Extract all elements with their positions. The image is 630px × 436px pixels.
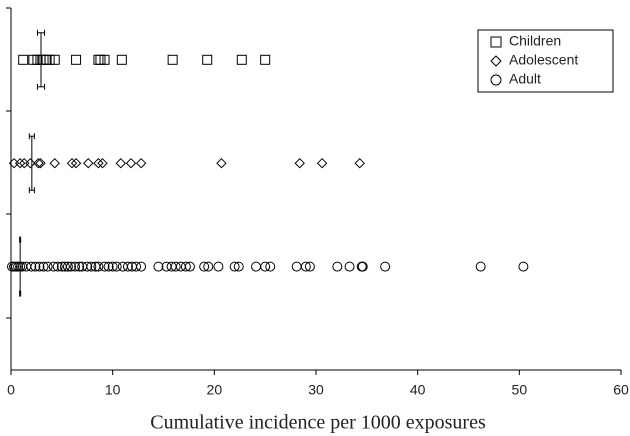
point: [167, 54, 178, 65]
point: [213, 261, 224, 272]
point: [117, 261, 128, 272]
point: [34, 261, 45, 272]
point: [25, 157, 36, 169]
point: [65, 261, 76, 272]
point: [125, 157, 137, 169]
point: [99, 54, 110, 65]
point: [332, 261, 343, 272]
point: [344, 261, 355, 272]
x-tick-label: 50: [512, 382, 528, 398]
point: [251, 261, 262, 272]
point: [38, 261, 49, 272]
point: [354, 157, 365, 169]
point: [33, 157, 44, 169]
point: [202, 54, 213, 65]
point: [97, 157, 108, 169]
point: [111, 261, 122, 272]
point: [135, 157, 147, 169]
point: [304, 261, 315, 272]
point: [103, 261, 114, 272]
point: [115, 157, 127, 169]
x-tick-label: 30: [308, 382, 324, 398]
legend-label: Children: [509, 33, 561, 49]
x-tick-label: 20: [207, 382, 223, 398]
point: [265, 261, 276, 272]
point: [316, 157, 328, 169]
point: [82, 261, 93, 272]
point: [199, 261, 210, 272]
point: [175, 261, 186, 272]
point: [26, 261, 37, 272]
point: [59, 261, 70, 272]
point: [229, 261, 240, 272]
point: [38, 54, 49, 65]
point: [49, 157, 60, 169]
point: [44, 54, 55, 65]
legend-marker: [490, 36, 502, 48]
point: [35, 54, 46, 65]
point: [260, 261, 271, 272]
point: [70, 157, 82, 169]
legend-label: Adolescent: [509, 52, 578, 68]
point: [180, 261, 191, 272]
point: [30, 261, 41, 272]
point: [83, 157, 94, 169]
point: [48, 261, 59, 272]
point: [42, 261, 53, 272]
point: [74, 261, 85, 272]
point: [136, 261, 147, 272]
point: [184, 261, 195, 272]
x-tick-label: 10: [105, 382, 121, 398]
x-tick-label: 40: [410, 382, 426, 398]
point: [153, 261, 164, 272]
x-axis-label: Cumulative incidence per 1000 exposures: [150, 412, 486, 434]
point: [52, 261, 63, 272]
point: [131, 261, 142, 272]
point: [203, 261, 214, 272]
point: [216, 157, 227, 169]
x-tick-label: 60: [613, 382, 629, 398]
point: [107, 261, 118, 272]
legend-marker: [490, 74, 502, 86]
point: [233, 261, 244, 272]
point: [518, 261, 529, 272]
point: [116, 54, 127, 65]
point: [71, 54, 82, 65]
point: [35, 157, 46, 169]
point: [300, 261, 311, 272]
point: [260, 54, 271, 65]
legend-label: Adult: [509, 71, 541, 87]
point: [62, 261, 73, 272]
point: [93, 54, 104, 65]
point: [236, 54, 247, 65]
point: [475, 261, 486, 272]
point: [14, 157, 26, 169]
x-tick-label: 0: [7, 382, 15, 398]
point: [294, 157, 305, 169]
point: [99, 261, 110, 272]
legend-marker: [490, 55, 502, 67]
point: [357, 261, 368, 272]
point: [93, 261, 104, 272]
point: [18, 54, 29, 65]
point: [70, 261, 81, 272]
point: [291, 261, 302, 272]
point: [93, 157, 104, 169]
point: [170, 261, 181, 272]
y-axis: [6, 7, 12, 370]
point: [122, 261, 133, 272]
point: [66, 157, 78, 169]
point: [49, 54, 60, 65]
point: [86, 261, 97, 272]
point: [380, 261, 391, 272]
